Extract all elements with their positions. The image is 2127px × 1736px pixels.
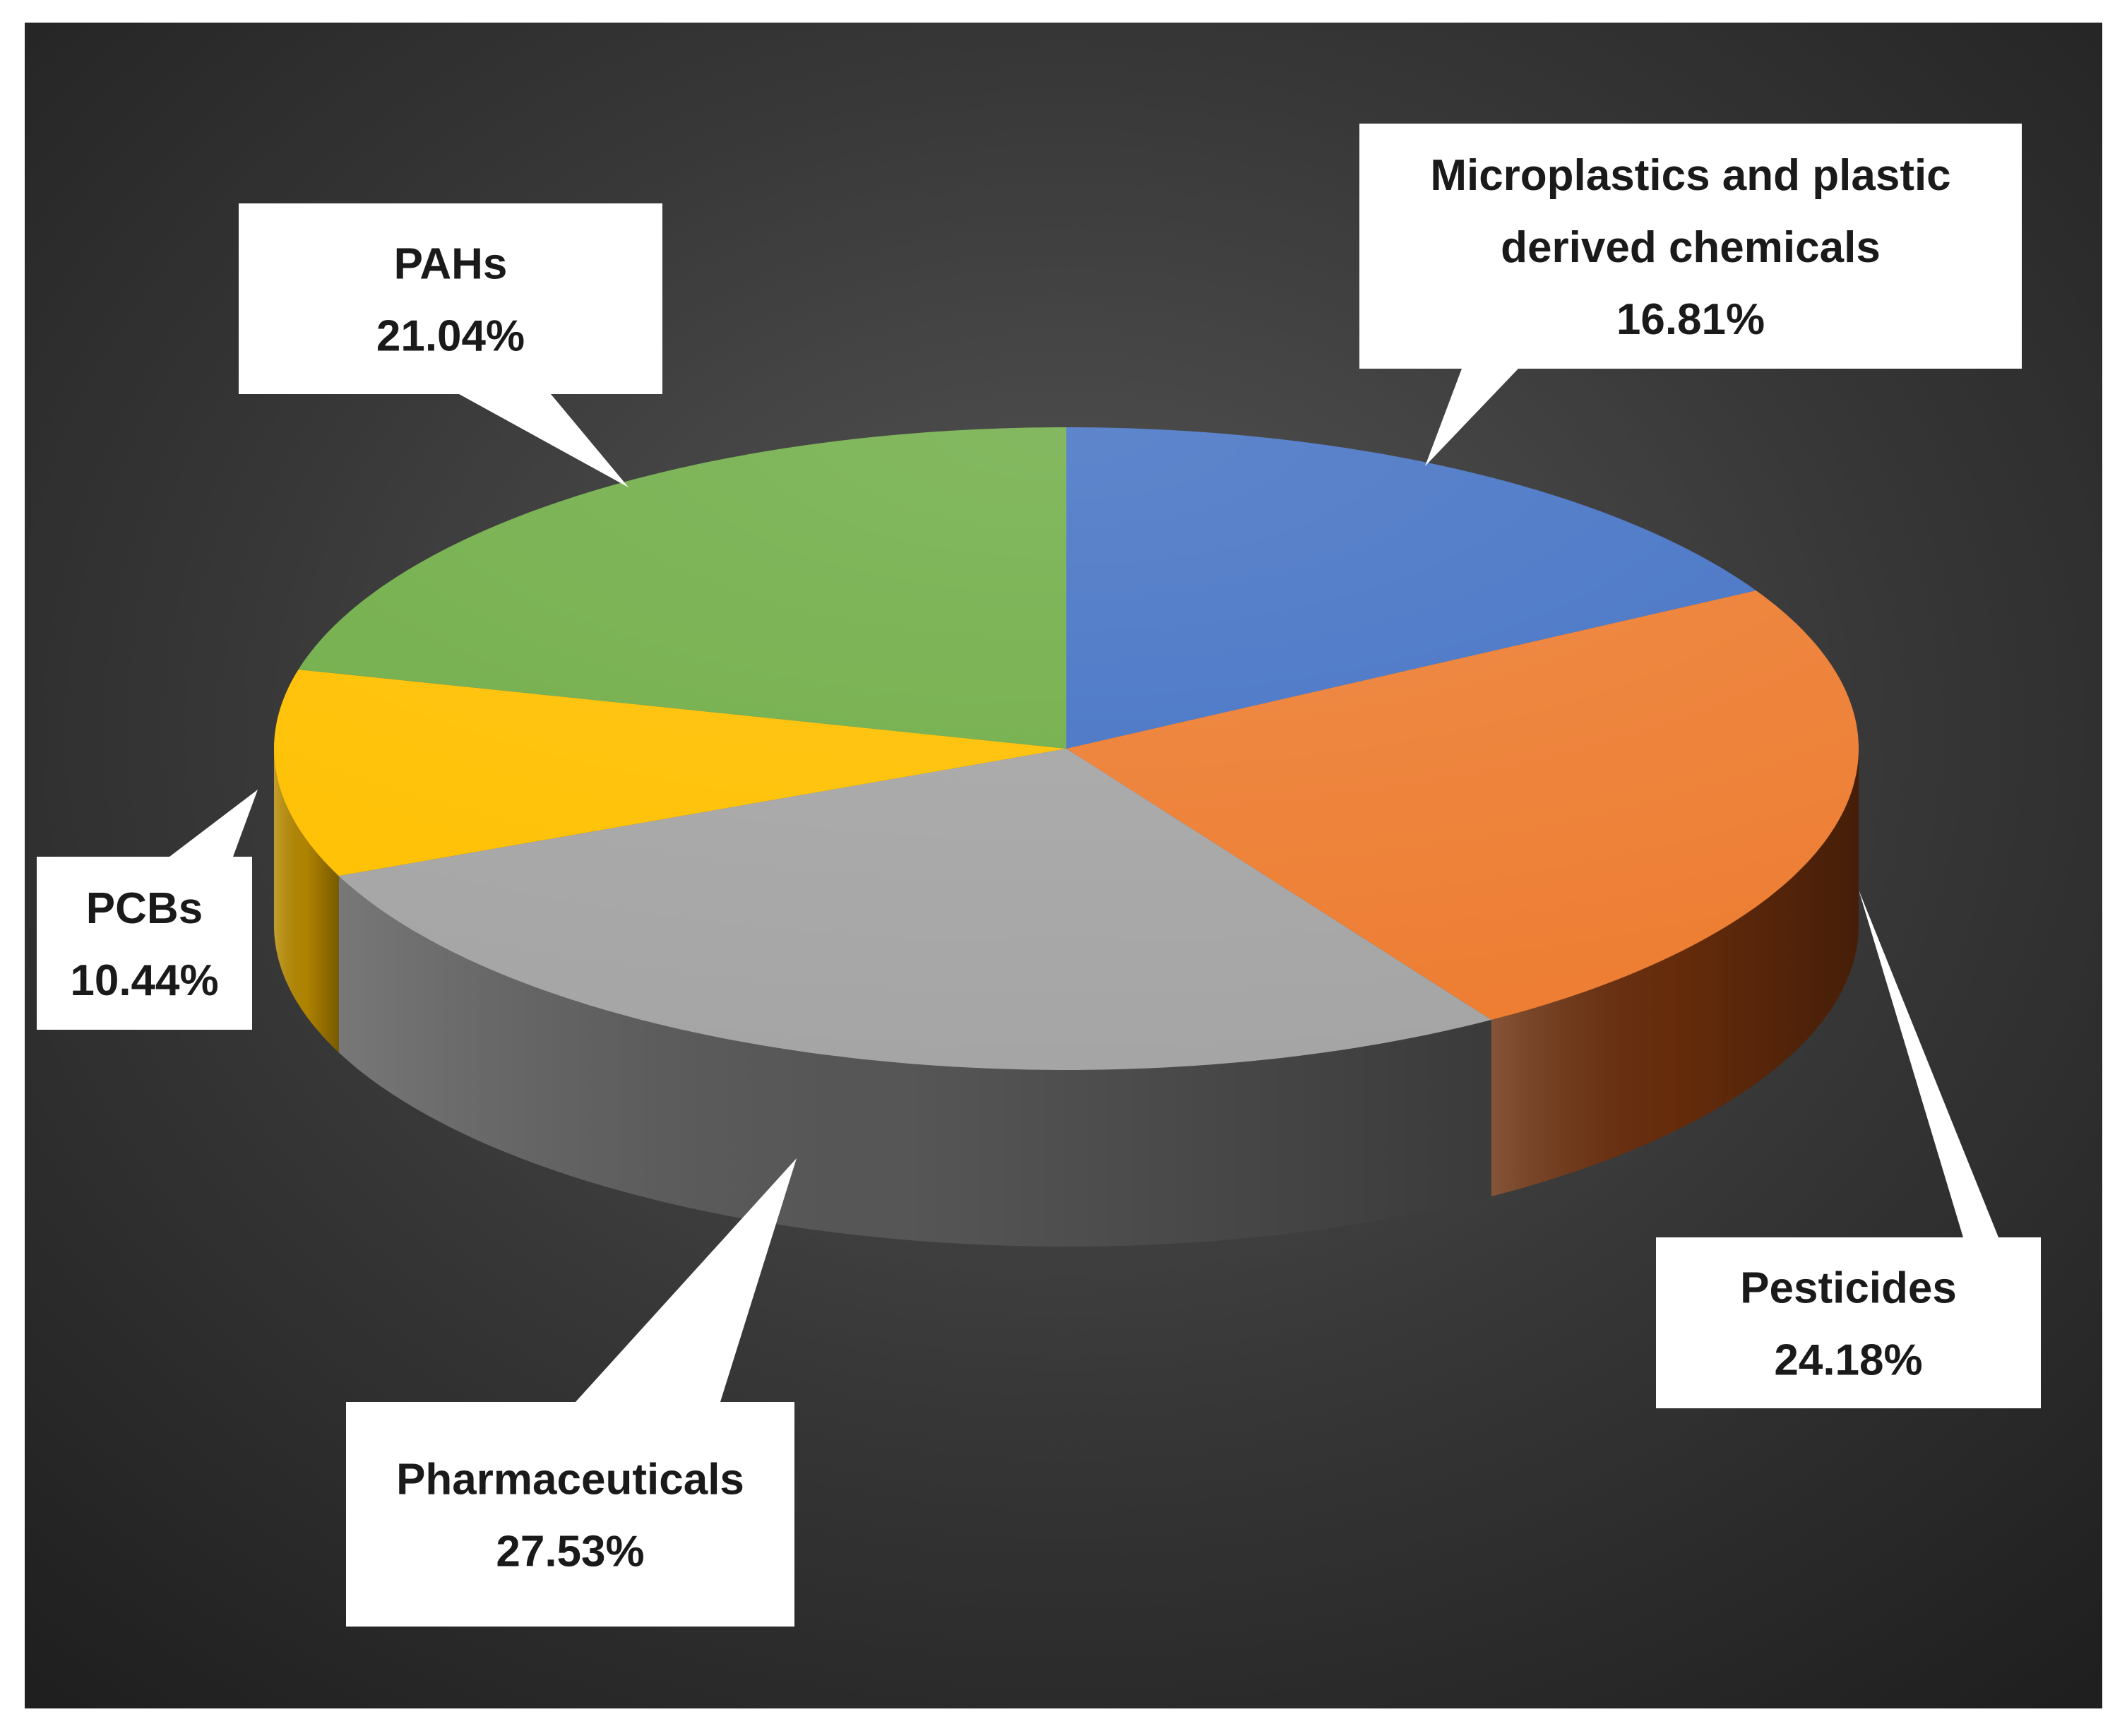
category-label-pharmaceuticals: Pharmaceuticals [396, 1455, 744, 1504]
category-label-microplastics-and-plastic-derived-chemicals: derived chemicals [1501, 223, 1881, 272]
callout-pesticides: Pesticides 24.18% [1656, 890, 2041, 1408]
callout-box-pahs [239, 203, 662, 394]
callout-pharmaceuticals: Pharmaceuticals 27.53% [346, 1158, 797, 1627]
callout-box-pharmaceuticals [346, 1402, 794, 1627]
category-label-pesticides: Pesticides [1740, 1264, 1957, 1312]
data-label-pcbs: 10.44% [70, 956, 218, 1005]
callout-pointer-pesticides [1859, 890, 1998, 1237]
callout-box-pcbs [37, 857, 252, 1030]
pie-top-highlight [274, 427, 1859, 1070]
callout-box-microplastics-and-plastic-derived-chemicals [1359, 124, 2022, 369]
pie-side-shade-pcbs [274, 749, 339, 1053]
data-label-pahs: 21.04% [376, 311, 525, 360]
callout-pointer-pharmaceuticals [576, 1158, 797, 1402]
category-label-pahs: PAHs [394, 239, 508, 288]
pie-sides [274, 749, 1859, 1247]
pie-side-shade-pesticides [1491, 749, 1859, 1196]
callout-pointer-pahs [459, 394, 628, 487]
callout-pcbs: PCBs 10.44% [37, 790, 258, 1030]
callout-microplastics-and-plastic-derived-chemicals: Microplastics and plastic derived chemica… [1359, 124, 2022, 466]
callout-pahs: PAHs 21.04% [239, 203, 662, 487]
callout-box-pesticides [1656, 1237, 2041, 1408]
pie-tops [274, 427, 1859, 1070]
data-label-pharmaceuticals: 27.53% [496, 1527, 644, 1576]
pie-labels: Microplastics and plastic derived chemica… [37, 124, 2041, 1627]
callout-pointer-pcbs [169, 790, 258, 857]
data-label-microplastics-and-plastic-derived-chemicals: 16.81% [1616, 295, 1765, 344]
data-label-pesticides: 24.18% [1774, 1336, 1922, 1384]
pie-side-shade-pharmaceuticals [338, 876, 1491, 1247]
category-label-pcbs: PCBs [86, 884, 203, 933]
callout-pointer-microplastics-and-plastic-derived-chemicals [1425, 369, 1518, 466]
category-label-microplastics-and-plastic-derived-chemicals: Microplastics and plastic [1430, 151, 1950, 200]
